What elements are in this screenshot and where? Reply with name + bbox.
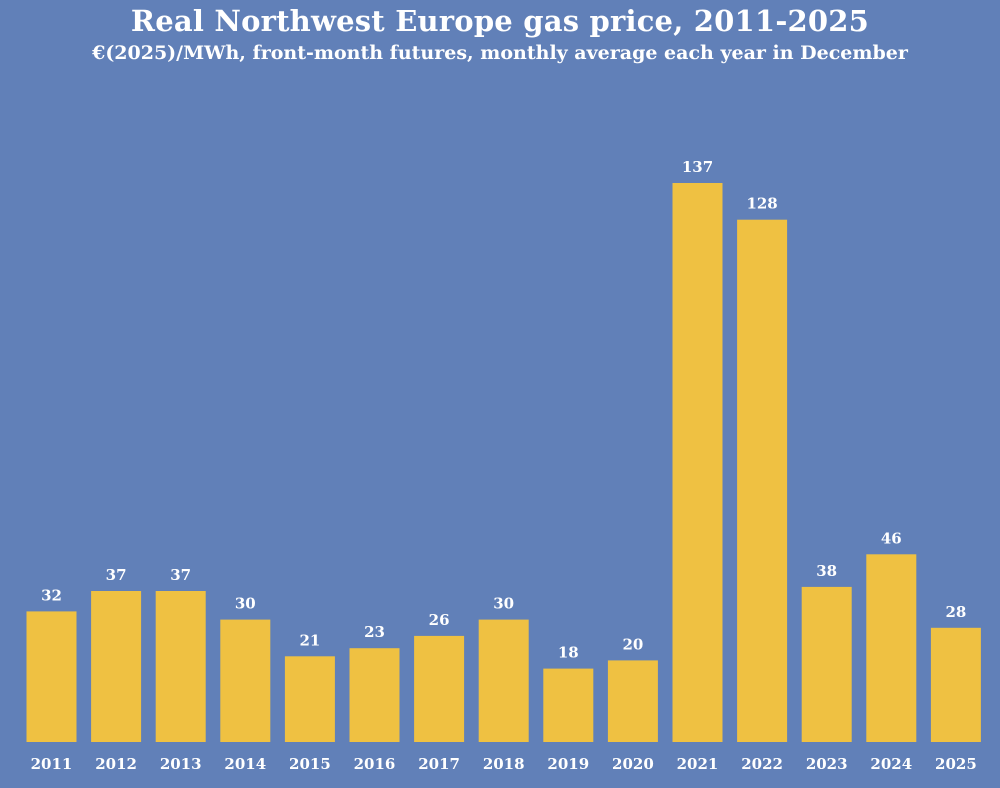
x-tick-label-2023: 2023	[806, 755, 848, 773]
chart-title: Real Northwest Europe gas price, 2011-20…	[130, 4, 870, 38]
value-label-2017: 26	[429, 611, 450, 629]
value-label-2025: 28	[945, 603, 966, 621]
x-tick-label-2014: 2014	[224, 755, 266, 773]
value-labels-group: 32 37 37 30 21 23 26 30 18 20 137 128 38 46 28	[41, 158, 966, 662]
x-tick-label-2015: 2015	[289, 755, 331, 773]
bar-2017	[414, 635, 465, 742]
value-label-2018: 30	[493, 595, 514, 613]
x-tick-label-2024: 2024	[870, 755, 912, 773]
bar-2019	[543, 668, 594, 742]
x-tick-label-2018: 2018	[483, 755, 525, 773]
bar-2023	[801, 586, 852, 742]
bar-2025	[930, 627, 981, 742]
x-tick-label-2022: 2022	[741, 755, 783, 773]
bar-2020	[607, 660, 658, 742]
value-label-2019: 18	[558, 644, 579, 662]
x-axis-tick-labels: 2011 2012 2013 2014 2015 2016 2017 2018 2019 2020…	[31, 755, 977, 773]
x-tick-label-2025: 2025	[935, 755, 977, 773]
value-label-2014: 30	[235, 595, 256, 613]
value-label-2022: 128	[746, 195, 777, 213]
value-label-2011: 32	[41, 586, 62, 604]
value-label-2024: 46	[881, 529, 902, 547]
bar-2018	[478, 619, 529, 742]
x-tick-label-2016: 2016	[354, 755, 396, 773]
bar-2015	[284, 656, 335, 742]
bars-group	[26, 183, 981, 742]
x-tick-label-2011: 2011	[31, 755, 73, 773]
bar-2011	[26, 611, 77, 742]
value-label-2012: 37	[106, 566, 127, 584]
bar-2024	[866, 554, 917, 742]
x-tick-label-2012: 2012	[95, 755, 137, 773]
bar-2014	[220, 619, 271, 742]
value-label-2013: 37	[170, 566, 191, 584]
x-tick-label-2019: 2019	[547, 755, 589, 773]
bar-2016	[349, 648, 400, 742]
value-label-2021: 137	[682, 158, 713, 176]
bar-2012	[91, 591, 142, 742]
bar-2013	[155, 591, 206, 742]
x-tick-label-2020: 2020	[612, 755, 654, 773]
bar-2022	[737, 219, 788, 742]
value-label-2020: 20	[622, 635, 643, 653]
bar-2021	[672, 183, 723, 742]
x-tick-label-2017: 2017	[418, 755, 460, 773]
value-label-2015: 21	[299, 631, 320, 649]
value-label-2023: 38	[816, 562, 837, 580]
chart-subtitle: €(2025)/MWh, front-month futures, monthl…	[92, 42, 908, 64]
x-tick-label-2021: 2021	[677, 755, 719, 773]
x-tick-label-2013: 2013	[160, 755, 202, 773]
value-label-2016: 23	[364, 623, 385, 641]
